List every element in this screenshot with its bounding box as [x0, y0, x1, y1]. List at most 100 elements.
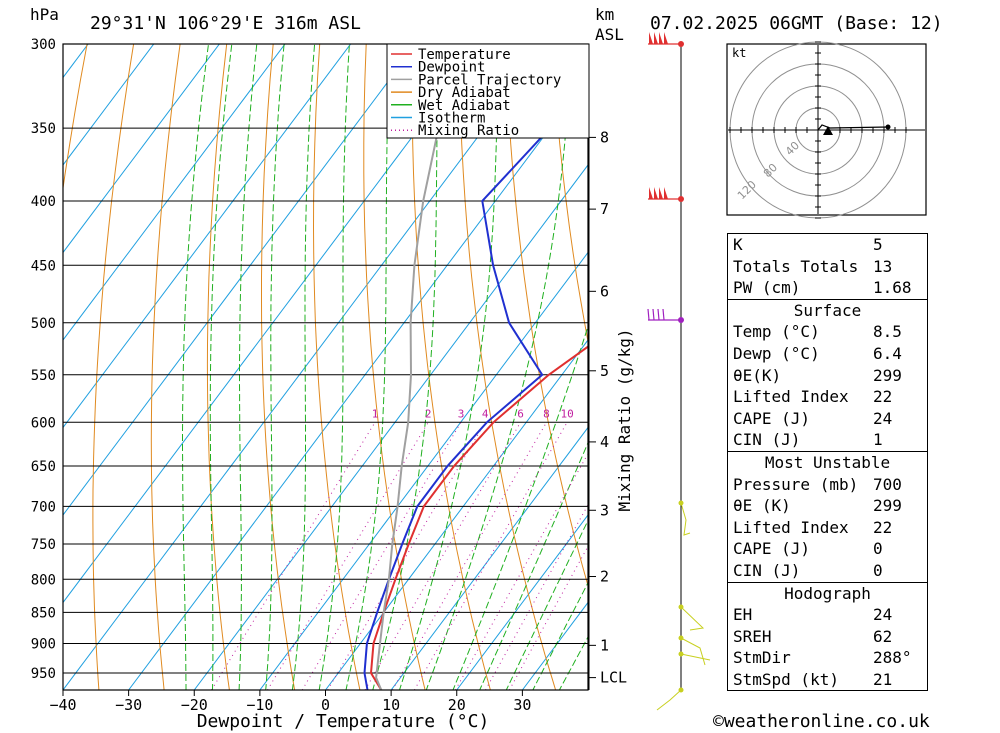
km-tick-label: 1: [600, 636, 609, 654]
temperature-tick-label: 0: [321, 696, 330, 714]
pressure-tick-label: 350: [31, 121, 56, 137]
dry-adiabat-line: [63, 44, 88, 192]
pressure-tick-label: 650: [31, 459, 56, 475]
wind-barb-flag: [654, 187, 658, 199]
datetime-title: 07.02.2025 06GMT (Base: 12): [650, 13, 943, 34]
index-row: Lifted Index 22: [728, 517, 927, 539]
hodograph-stats-rows: EH 24 SREH 62 StmDir 288° StmSpd (kt) 21: [728, 604, 927, 690]
km-tick-label: 5: [600, 362, 609, 380]
hodograph-trace: [817, 124, 889, 131]
wind-barb-flag: [659, 32, 663, 44]
mixing-ratio-label: 2: [425, 407, 432, 420]
isotherm-line: [63, 44, 352, 429]
index-value: 700: [873, 474, 902, 494]
index-row: CIN (J) 1: [728, 429, 927, 451]
surface-title: Surface: [728, 298, 927, 322]
km-tick-label: 2: [600, 568, 609, 586]
dry-adiabat-line: [150, 44, 181, 690]
storm-motion-marker: [823, 126, 833, 135]
index-key: Pressure (mb): [733, 474, 859, 494]
wet-adiabat-line: [345, 44, 391, 690]
wind-barb-flag: [654, 32, 658, 44]
wind-barb-flag: [659, 187, 663, 199]
legend-entry: Wet Adiabat: [418, 98, 511, 114]
isotherm-line: [63, 44, 155, 166]
index-value: 299: [873, 365, 902, 385]
wind-barb-flag: [649, 32, 653, 44]
index-key: θE(K): [733, 365, 782, 385]
mixing-ratio-label: 6: [517, 407, 524, 420]
wet-adiabat-line: [291, 44, 316, 690]
index-row: CAPE (J) 24: [728, 408, 927, 430]
index-row: Temp (°C) 8.5: [728, 321, 927, 343]
index-value: 288°: [873, 648, 912, 668]
index-row: EH 24: [728, 604, 927, 626]
index-key: Lifted Index: [733, 387, 849, 407]
dry-adiabat-line: [458, 44, 557, 690]
index-key: StmDir: [733, 648, 791, 668]
pressure-tick-label: 900: [31, 637, 56, 653]
index-key: PW (cm): [733, 278, 801, 298]
index-key: Lifted Index: [733, 517, 849, 537]
index-row: Dewp (°C) 6.4: [728, 343, 927, 365]
legend-entry: Temperature: [418, 47, 511, 63]
pressure-tick-label: 700: [31, 499, 56, 515]
index-key: Dewp (°C): [733, 343, 820, 363]
isotherm-line: [63, 44, 286, 341]
index-row: CAPE (J) 0: [728, 538, 927, 560]
wet-adiabat-line: [425, 44, 572, 690]
indices-panel: K 5 Totals Totals 13 PW (cm) 1.68 Surface Tem…: [727, 233, 928, 692]
km-label: km: [595, 5, 614, 24]
wet-adiabat-line: [238, 44, 258, 690]
km-tick-label: 8: [600, 128, 609, 146]
isotherm-line: [325, 339, 588, 690]
pressure-tick-label: 550: [31, 368, 56, 384]
index-row: Totals Totals 13: [728, 256, 927, 278]
index-value: 21: [873, 669, 893, 689]
pressure-tick-label: 500: [31, 316, 56, 332]
wet-adiabat-line: [318, 44, 350, 690]
mixing-ratio-line: [454, 452, 588, 690]
index-key: K: [733, 235, 743, 254]
parcel-trajectory-line: [375, 79, 444, 690]
legend-box: [386, 43, 590, 139]
temperature-tick-label: −10: [246, 696, 273, 714]
km-tick-label: 4: [600, 433, 609, 451]
copyright-text: ©weatheronline.co.uk: [713, 711, 930, 732]
index-value: 24: [873, 605, 893, 625]
index-key: StmSpd (kt): [733, 669, 839, 689]
index-row: StmSpd (kt) 21: [728, 669, 927, 691]
index-key: CAPE (J): [733, 408, 811, 428]
legend-entry: Isotherm: [418, 111, 485, 127]
index-row: StmDir 288°: [728, 647, 927, 669]
pressure-unit-label: hPa: [30, 5, 59, 24]
index-value: 1.68: [873, 278, 912, 298]
mixing-ratio-label: 10: [561, 407, 574, 420]
wind-barb-line: [680, 653, 711, 661]
pressure-tick-label: 600: [31, 415, 56, 431]
mixing-ratio-label: 25: [650, 407, 663, 420]
legend-entry: Mixing Ratio: [418, 123, 519, 139]
wet-adiabat-line: [182, 44, 209, 690]
isotherm-line: [456, 514, 588, 690]
index-value: 6.4: [873, 343, 902, 363]
index-value: 0: [873, 539, 883, 559]
isotherm-line: [128, 76, 588, 690]
pressure-tick-label: 300: [31, 37, 56, 53]
index-value: 299: [873, 496, 902, 516]
dry-adiabat-line: [551, 44, 588, 345]
pressure-tick-label: 750: [31, 537, 56, 553]
wet-adiabat-line: [532, 581, 588, 690]
index-key: CIN (J): [733, 560, 801, 580]
most-unstable-title: Most Unstable: [728, 450, 927, 474]
pressure-tick-label: 800: [31, 572, 56, 588]
temperature-tick-label: −30: [115, 696, 142, 714]
index-row: PW (cm) 1.68: [728, 277, 927, 299]
asl-label: ASL: [595, 25, 624, 44]
index-key: Temp (°C): [733, 322, 820, 342]
wind-barb-line: [680, 502, 691, 536]
mixing-ratio-label: 1: [372, 407, 379, 420]
wet-adiabat-line: [209, 44, 233, 690]
